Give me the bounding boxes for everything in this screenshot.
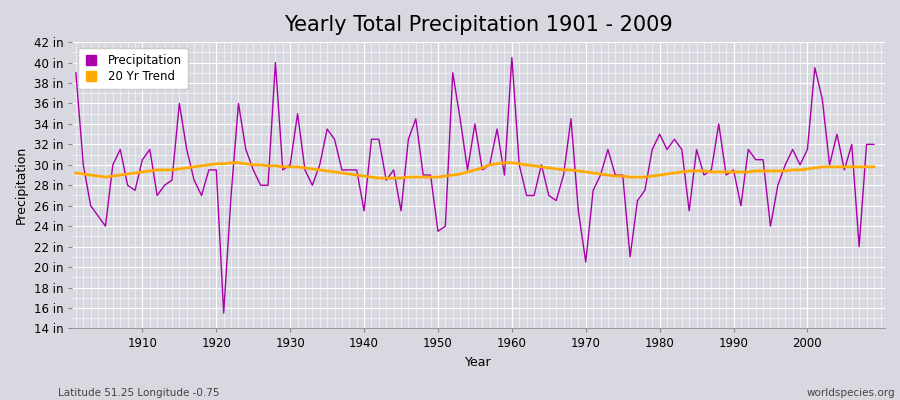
- Precipitation: [344, 168, 355, 172]
- 20 Yr Trend: [70, 170, 81, 175]
- 20 Yr Trend: [130, 170, 140, 175]
- 20 Yr Trend: [514, 161, 525, 166]
- Title: Yearly Total Precipitation 1901 - 2009: Yearly Total Precipitation 1901 - 2009: [284, 15, 673, 35]
- 20 Yr Trend: [521, 162, 532, 167]
- Line: Precipitation: Precipitation: [76, 58, 874, 313]
- Precipitation: [507, 55, 517, 60]
- 20 Yr Trend: [300, 166, 310, 170]
- 20 Yr Trend: [226, 160, 237, 165]
- Precipitation: [70, 70, 81, 75]
- 20 Yr Trend: [374, 176, 384, 180]
- Legend: Precipitation, 20 Yr Trend: Precipitation, 20 Yr Trend: [78, 48, 188, 89]
- Y-axis label: Precipitation: Precipitation: [15, 146, 28, 224]
- Precipitation: [300, 168, 310, 172]
- Precipitation: [868, 142, 879, 147]
- Precipitation: [514, 162, 525, 167]
- 20 Yr Trend: [610, 174, 621, 178]
- Precipitation: [521, 193, 532, 198]
- Precipitation: [610, 173, 621, 178]
- 20 Yr Trend: [344, 172, 355, 176]
- Text: worldspecies.org: worldspecies.org: [807, 388, 896, 398]
- 20 Yr Trend: [868, 164, 879, 169]
- Text: Latitude 51.25 Longitude -0.75: Latitude 51.25 Longitude -0.75: [58, 388, 220, 398]
- X-axis label: Year: Year: [465, 356, 492, 369]
- Line: 20 Yr Trend: 20 Yr Trend: [76, 163, 874, 178]
- Precipitation: [130, 188, 140, 193]
- Precipitation: [219, 311, 230, 316]
